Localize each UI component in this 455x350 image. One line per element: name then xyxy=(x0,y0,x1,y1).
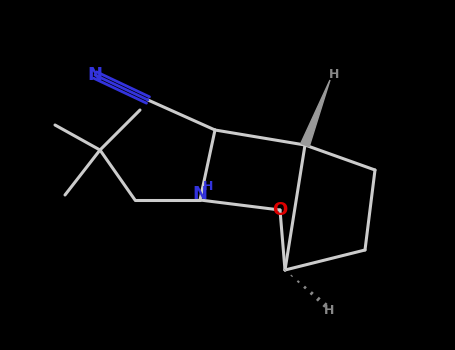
Text: O: O xyxy=(273,201,288,219)
Polygon shape xyxy=(301,80,330,147)
Text: N: N xyxy=(87,66,102,84)
Text: N: N xyxy=(192,185,207,203)
Text: H: H xyxy=(324,304,334,317)
Text: H: H xyxy=(203,180,213,193)
Text: H: H xyxy=(329,68,339,80)
